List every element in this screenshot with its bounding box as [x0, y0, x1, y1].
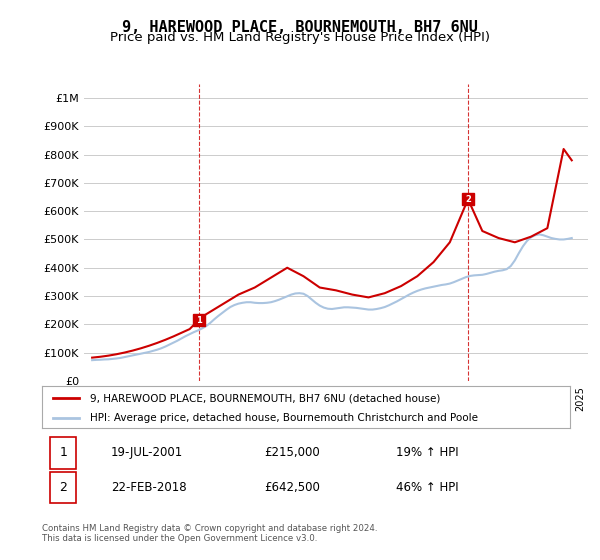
- Text: 2: 2: [465, 195, 471, 204]
- Text: 2: 2: [59, 481, 67, 494]
- Text: 1: 1: [196, 315, 202, 325]
- Text: £215,000: £215,000: [264, 446, 320, 459]
- FancyBboxPatch shape: [50, 472, 76, 503]
- Text: 19% ↑ HPI: 19% ↑ HPI: [396, 446, 458, 459]
- Text: 46% ↑ HPI: 46% ↑ HPI: [396, 481, 458, 494]
- Text: HPI: Average price, detached house, Bournemouth Christchurch and Poole: HPI: Average price, detached house, Bour…: [89, 413, 478, 423]
- Text: Price paid vs. HM Land Registry's House Price Index (HPI): Price paid vs. HM Land Registry's House …: [110, 31, 490, 44]
- Text: £642,500: £642,500: [264, 481, 320, 494]
- Text: 1: 1: [59, 446, 67, 459]
- FancyBboxPatch shape: [50, 437, 76, 469]
- Text: 22-FEB-2018: 22-FEB-2018: [110, 481, 186, 494]
- Text: 19-JUL-2001: 19-JUL-2001: [110, 446, 183, 459]
- Text: Contains HM Land Registry data © Crown copyright and database right 2024.
This d: Contains HM Land Registry data © Crown c…: [42, 524, 377, 543]
- Text: 9, HAREWOOD PLACE, BOURNEMOUTH, BH7 6NU (detached house): 9, HAREWOOD PLACE, BOURNEMOUTH, BH7 6NU …: [89, 393, 440, 403]
- Text: 9, HAREWOOD PLACE, BOURNEMOUTH, BH7 6NU: 9, HAREWOOD PLACE, BOURNEMOUTH, BH7 6NU: [122, 20, 478, 35]
